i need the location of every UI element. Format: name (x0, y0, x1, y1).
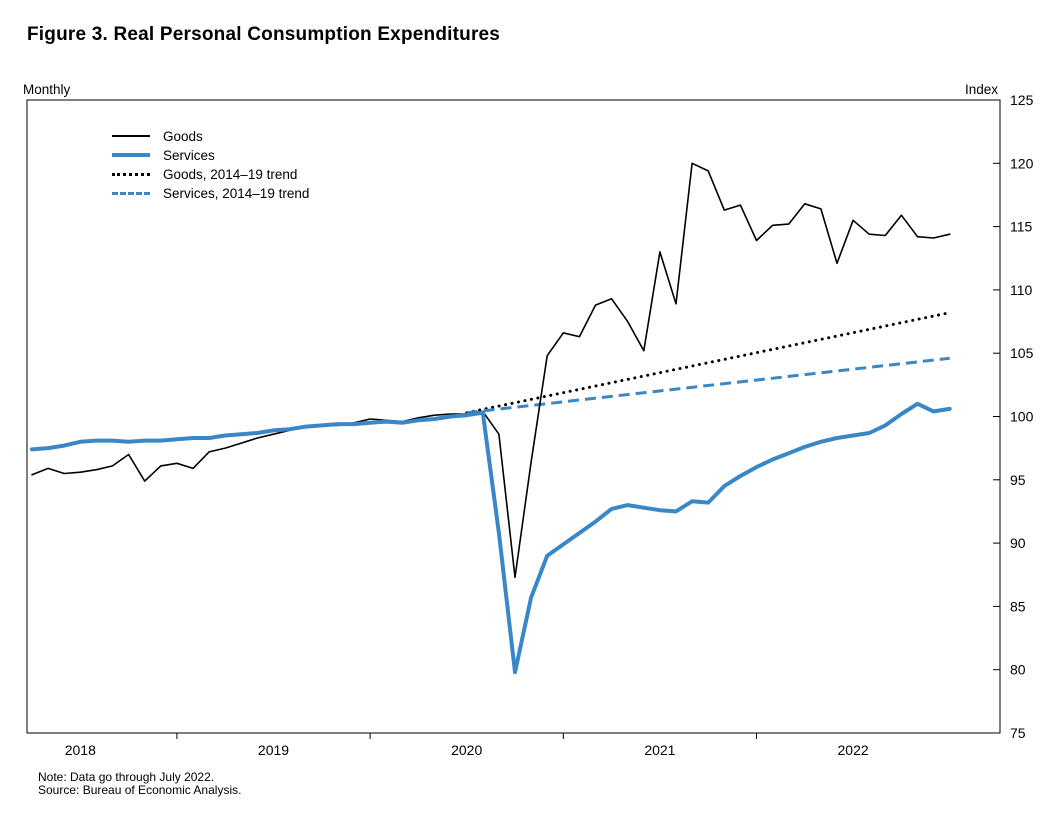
y-tick-label: 110 (1010, 282, 1033, 298)
legend-label-services-trend: Services, 2014–19 trend (163, 185, 310, 201)
x-year-label: 2020 (451, 742, 482, 758)
index-axis-caption: Index (964, 82, 998, 97)
services-line-sample-icon (112, 153, 150, 157)
x-year-label: 2019 (258, 742, 289, 758)
frequency-caption: Monthly (23, 82, 71, 97)
y-tick-label: 75 (1010, 725, 1026, 741)
legend-item-services-trend: Services, 2014–19 trend (112, 185, 310, 201)
legend-item-goods-trend: Goods, 2014–19 trend (112, 166, 309, 182)
services-line (30, 401, 952, 675)
goods-trend-line-sample-icon (112, 172, 150, 176)
y-tick-label: 100 (1010, 409, 1034, 425)
x-year-label: 2022 (838, 742, 869, 758)
legend-label-goods: Goods (163, 128, 203, 144)
x-year-label: 2021 (644, 742, 675, 758)
y-tick-label: 95 (1010, 472, 1026, 488)
note-line: Note: Data go through July 2022. (38, 770, 215, 784)
y-tick-label: 80 (1010, 662, 1026, 678)
y-tick-label: 85 (1010, 598, 1026, 614)
legend-label-goods-trend: Goods, 2014–19 trend (163, 166, 298, 182)
goods-trend-line (465, 311, 952, 415)
y-tick-label: 125 (1010, 92, 1034, 108)
goods-line (31, 162, 951, 579)
legend-label-services: Services (163, 147, 215, 163)
services-trend-line-sample-icon (112, 191, 150, 195)
figure-notes: Note: Data go through July 2022. Source:… (38, 771, 241, 797)
goods-line-sample-icon (112, 135, 150, 137)
source-line: Source: Bureau of Economic Analysis. (38, 782, 242, 797)
figure-title: Figure 3. Real Personal Consumption Expe… (27, 24, 501, 45)
legend-item-goods: Goods (112, 128, 309, 144)
y-tick-label: 115 (1010, 219, 1033, 235)
y-tick-label: 120 (1010, 155, 1034, 171)
legend-item-services: Services (112, 147, 309, 163)
y-tick-label: 105 (1010, 345, 1034, 361)
x-year-label: 2018 (65, 742, 96, 758)
services-trend-line (466, 356, 950, 415)
chart-legend: Goods Services Goods, 2014–19 trend Serv… (112, 128, 310, 201)
y-tick-label: 90 (1010, 535, 1026, 551)
